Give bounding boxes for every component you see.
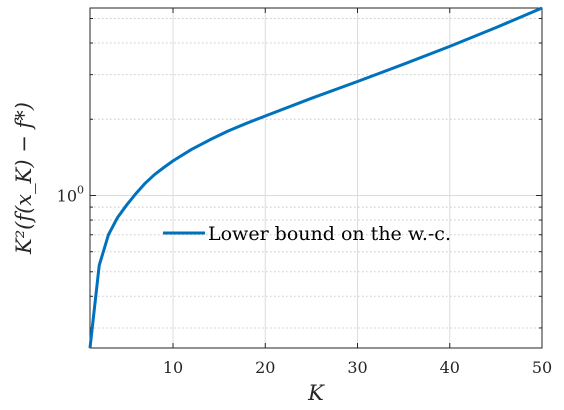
plot-frame bbox=[89, 7, 543, 349]
x-tick-label: 50 bbox=[532, 358, 552, 377]
axis-ticks bbox=[90, 8, 543, 348]
y-tick-label: 100 bbox=[57, 184, 84, 206]
y-axis-label: K²(f(x_K) − f*) bbox=[12, 102, 36, 255]
x-tick-label: 40 bbox=[440, 358, 460, 377]
grid bbox=[90, 8, 542, 348]
plot-background bbox=[90, 8, 542, 348]
x-tick-label: 30 bbox=[347, 358, 367, 377]
y-tick-labels: 100 bbox=[57, 184, 84, 206]
series-line-0 bbox=[88, 6, 543, 349]
x-tick-label: 10 bbox=[163, 358, 183, 377]
legend-entry-label: Lower bound on the w.-c. bbox=[208, 223, 451, 245]
legend: Lower bound on the w.-c. bbox=[163, 223, 451, 245]
x-axis-label: K bbox=[307, 381, 325, 405]
x-tick-label: 20 bbox=[255, 358, 275, 377]
x-tick-labels: 10 20 30 40 50 bbox=[163, 358, 552, 377]
series-layer bbox=[88, 6, 543, 349]
